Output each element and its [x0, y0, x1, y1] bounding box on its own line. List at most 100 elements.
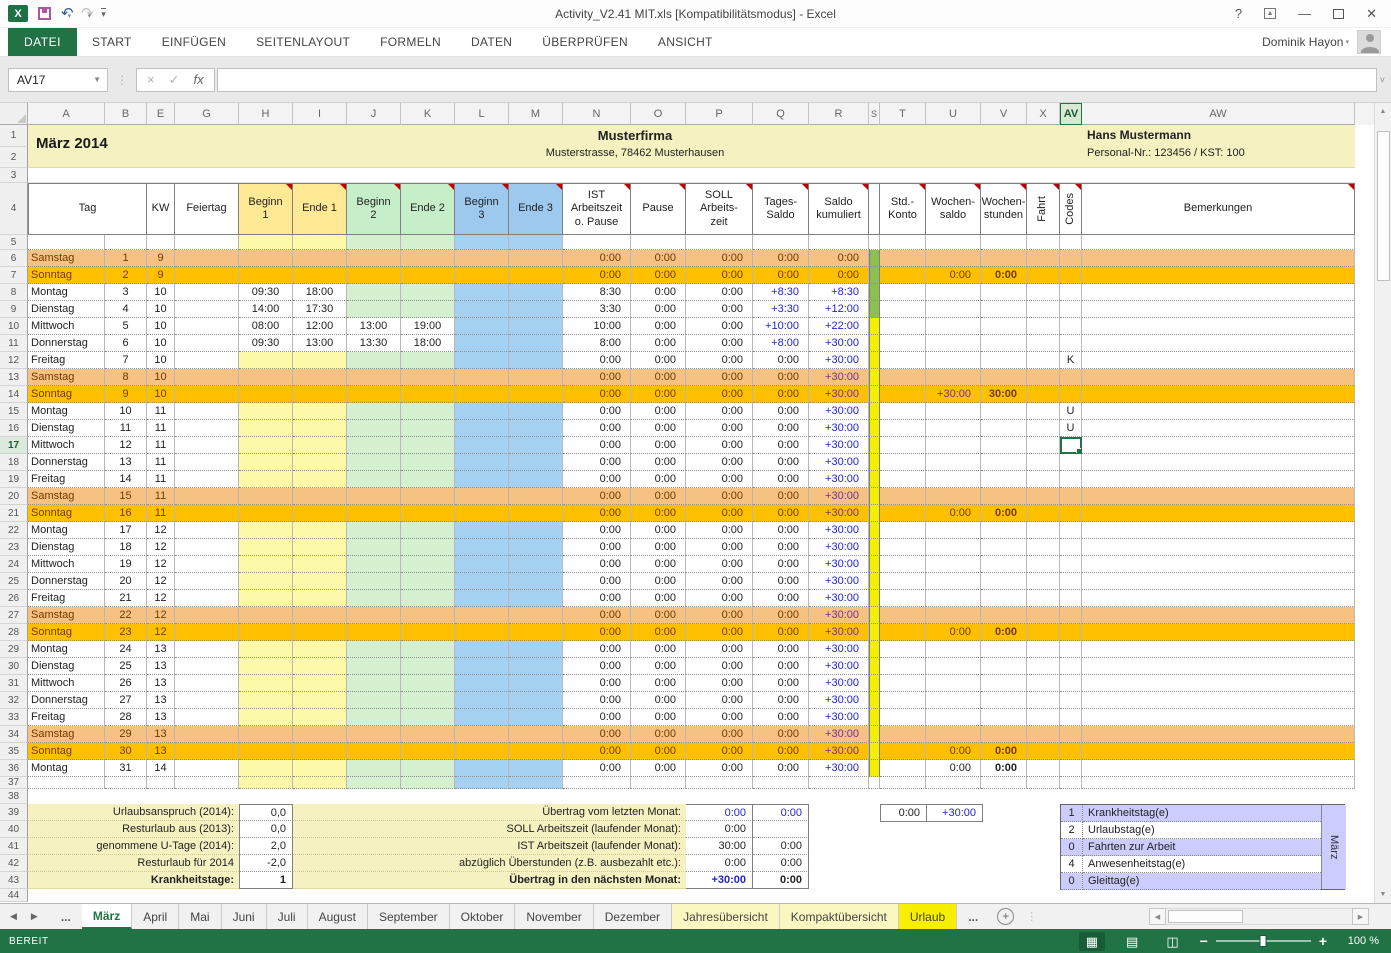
cell[interactable] — [1060, 641, 1082, 658]
cell[interactable]: 0:00 — [563, 437, 631, 454]
cell[interactable]: 16 — [105, 505, 147, 522]
cell[interactable]: +30:00 — [809, 522, 869, 539]
cell[interactable]: U — [1060, 403, 1082, 420]
cell[interactable]: 10 — [147, 318, 175, 335]
cell[interactable] — [105, 777, 147, 789]
cell[interactable] — [1082, 641, 1355, 658]
cell[interactable] — [1060, 573, 1082, 590]
sheet-tab-august[interactable]: August — [307, 904, 368, 929]
cell[interactable] — [147, 777, 175, 789]
cell[interactable] — [1027, 607, 1060, 624]
cell[interactable]: 23 — [105, 624, 147, 641]
cell[interactable]: 0:00 — [686, 821, 753, 838]
cell[interactable] — [293, 590, 347, 607]
cell[interactable]: 0:00 — [686, 250, 753, 267]
cell[interactable] — [869, 573, 880, 590]
cell[interactable]: 0:00 — [563, 403, 631, 420]
cell[interactable] — [293, 675, 347, 692]
cell[interactable]: 0:00 — [753, 726, 809, 743]
cell[interactable]: 0:00 — [926, 267, 981, 284]
cell[interactable] — [347, 522, 401, 539]
cell[interactable]: 20 — [105, 573, 147, 590]
cell[interactable] — [239, 250, 293, 267]
cell[interactable] — [880, 267, 926, 284]
cell[interactable]: Sonntag — [28, 505, 105, 522]
row-header-29[interactable]: 29 — [0, 641, 28, 658]
cell[interactable] — [175, 539, 239, 556]
cell[interactable] — [401, 658, 455, 675]
cell[interactable]: +10:00 — [753, 318, 809, 335]
cell[interactable] — [293, 437, 347, 454]
cell[interactable] — [1082, 590, 1355, 607]
cell[interactable] — [1082, 709, 1355, 726]
cell[interactable] — [509, 403, 563, 420]
cell[interactable] — [1082, 658, 1355, 675]
cell[interactable] — [347, 607, 401, 624]
cell[interactable]: 0:00 — [686, 675, 753, 692]
column-header-AW[interactable]: AW — [1082, 103, 1355, 125]
cell[interactable] — [1082, 235, 1355, 250]
row-header-30[interactable]: 30 — [0, 658, 28, 675]
cell[interactable] — [401, 777, 455, 789]
cell[interactable] — [347, 726, 401, 743]
cell[interactable] — [293, 250, 347, 267]
cell[interactable] — [1027, 743, 1060, 760]
cell[interactable] — [926, 488, 981, 505]
cell[interactable] — [347, 692, 401, 709]
cell[interactable] — [1027, 318, 1060, 335]
cell[interactable] — [293, 352, 347, 369]
cell[interactable] — [455, 743, 509, 760]
cell[interactable] — [239, 235, 293, 250]
cell[interactable] — [926, 556, 981, 573]
cell[interactable] — [239, 505, 293, 522]
cell[interactable]: 12 — [147, 556, 175, 573]
cell[interactable]: 26 — [105, 675, 147, 692]
cell[interactable]: Donnerstag — [28, 692, 105, 709]
zoom-slider-handle[interactable] — [1259, 935, 1267, 947]
sheet-tab-september[interactable]: September — [367, 904, 450, 929]
cell[interactable]: +30:00 — [809, 539, 869, 556]
cell[interactable] — [175, 454, 239, 471]
cell[interactable] — [401, 352, 455, 369]
cell[interactable]: +30:00 — [926, 386, 981, 403]
zoom-slider[interactable] — [1215, 935, 1311, 947]
cell[interactable]: 14:00 — [239, 301, 293, 318]
cell[interactable] — [981, 692, 1027, 709]
cell[interactable]: 0:00 — [809, 250, 869, 267]
row-header-10[interactable]: 10 — [0, 318, 28, 335]
column-header-U[interactable]: U — [926, 103, 981, 125]
cell[interactable] — [239, 522, 293, 539]
cell[interactable]: 12 — [147, 590, 175, 607]
cell[interactable] — [880, 352, 926, 369]
cell[interactable] — [981, 369, 1027, 386]
stat-count[interactable]: 1 — [1061, 805, 1083, 822]
cell[interactable] — [401, 403, 455, 420]
cell[interactable]: 0:00 — [753, 454, 809, 471]
ribbon-display-options-button[interactable]: ▲ — [1264, 8, 1277, 19]
cell[interactable]: 2 — [105, 267, 147, 284]
cell[interactable] — [509, 641, 563, 658]
cell[interactable]: 3:30 — [563, 301, 631, 318]
cell[interactable] — [981, 318, 1027, 335]
cell[interactable] — [175, 505, 239, 522]
column-header-K[interactable]: K — [401, 103, 455, 125]
cell[interactable] — [869, 488, 880, 505]
cell[interactable] — [1060, 437, 1082, 454]
row-header-37[interactable]: 37 — [0, 777, 28, 789]
cell[interactable] — [869, 692, 880, 709]
cell[interactable] — [981, 573, 1027, 590]
cell[interactable] — [1082, 369, 1355, 386]
user-dropdown-icon[interactable]: ▾ — [1345, 39, 1349, 46]
cell[interactable] — [293, 777, 347, 789]
cell[interactable]: 8 — [105, 369, 147, 386]
row-header-23[interactable]: 23 — [0, 539, 28, 556]
cell[interactable] — [1060, 318, 1082, 335]
cell[interactable] — [981, 488, 1027, 505]
cell[interactable]: +30:00 — [809, 760, 869, 777]
cell[interactable] — [293, 607, 347, 624]
cell[interactable]: 12 — [147, 607, 175, 624]
cell[interactable]: Montag — [28, 641, 105, 658]
cell[interactable]: +30:00 — [686, 872, 753, 889]
cell[interactable] — [1027, 641, 1060, 658]
cell[interactable]: 0:00 — [631, 454, 686, 471]
